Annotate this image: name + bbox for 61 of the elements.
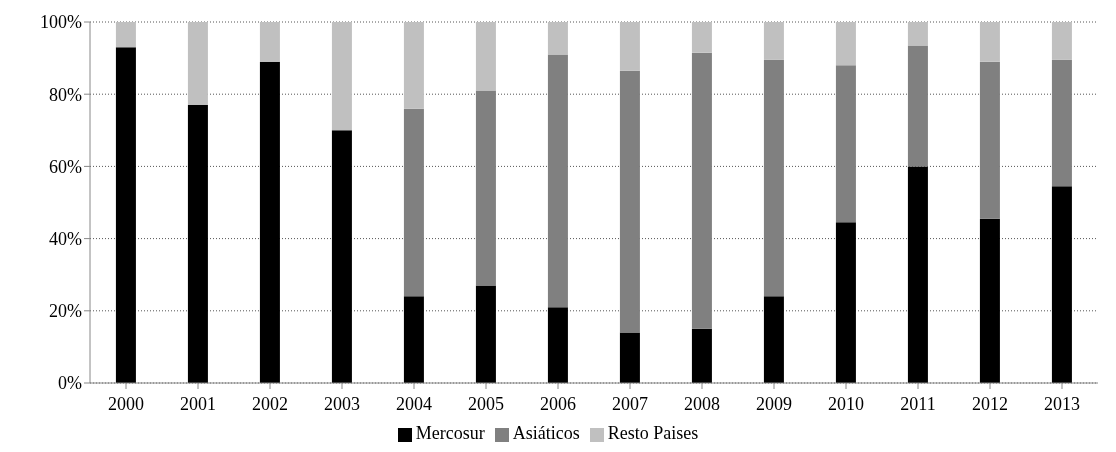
x-tick-label: 2007 — [612, 393, 648, 414]
bar — [619, 332, 640, 383]
y-tick-label: 0% — [58, 373, 82, 394]
bar — [763, 22, 784, 60]
bar — [259, 61, 280, 383]
y-tick-label: 20% — [49, 301, 82, 322]
bar — [187, 105, 208, 383]
legend-label: Asiáticos — [512, 423, 580, 443]
bar — [475, 90, 496, 286]
x-tick-label: 2000 — [108, 393, 144, 414]
bar — [259, 22, 280, 62]
bar — [331, 130, 352, 383]
x-tick-label: 2011 — [900, 393, 936, 414]
bar — [475, 285, 496, 383]
y-tick-label: 80% — [49, 84, 82, 105]
bar — [979, 218, 1000, 383]
x-tick-label: 2001 — [180, 393, 216, 414]
y-tick-label: 60% — [49, 156, 82, 177]
x-tick-label: 2005 — [468, 393, 504, 414]
x-tick-label: 2012 — [972, 393, 1008, 414]
bar — [835, 22, 856, 66]
bar — [115, 47, 136, 383]
bar — [547, 54, 568, 308]
bar — [187, 22, 208, 106]
bar — [331, 22, 352, 131]
x-tick-label: 2003 — [324, 393, 360, 414]
y-tick-label: 40% — [49, 228, 82, 249]
bar — [403, 296, 424, 383]
bar — [907, 45, 928, 167]
bar — [907, 22, 928, 46]
bar — [691, 52, 712, 329]
bar — [1051, 186, 1072, 383]
bar — [475, 22, 496, 91]
bar — [907, 166, 928, 383]
bar — [691, 328, 712, 383]
bar — [619, 70, 640, 333]
x-tick-label: 2008 — [684, 393, 720, 414]
bar — [835, 222, 856, 383]
x-tick-label: 2006 — [540, 393, 576, 414]
y-tick-label: 100% — [40, 12, 82, 33]
x-tick-label: 2002 — [252, 393, 288, 414]
bar — [691, 22, 712, 53]
bar — [1051, 22, 1072, 60]
x-tick-label: 2004 — [396, 393, 432, 414]
bar — [403, 22, 424, 109]
bar — [619, 22, 640, 71]
bar — [547, 22, 568, 55]
bar — [835, 65, 856, 223]
bar — [1051, 59, 1072, 187]
x-tick-label: 2009 — [756, 393, 792, 414]
bar — [979, 22, 1000, 62]
legend-label: Resto Paises — [607, 423, 699, 443]
bar — [979, 61, 1000, 219]
bar — [403, 108, 424, 297]
bar — [115, 22, 136, 48]
x-tick-label: 2010 — [828, 393, 864, 414]
bar — [763, 59, 784, 297]
legend-label: Mercosur — [415, 423, 485, 443]
bar — [547, 307, 568, 383]
bar — [763, 296, 784, 383]
x-tick-label: 2013 — [1044, 393, 1080, 414]
